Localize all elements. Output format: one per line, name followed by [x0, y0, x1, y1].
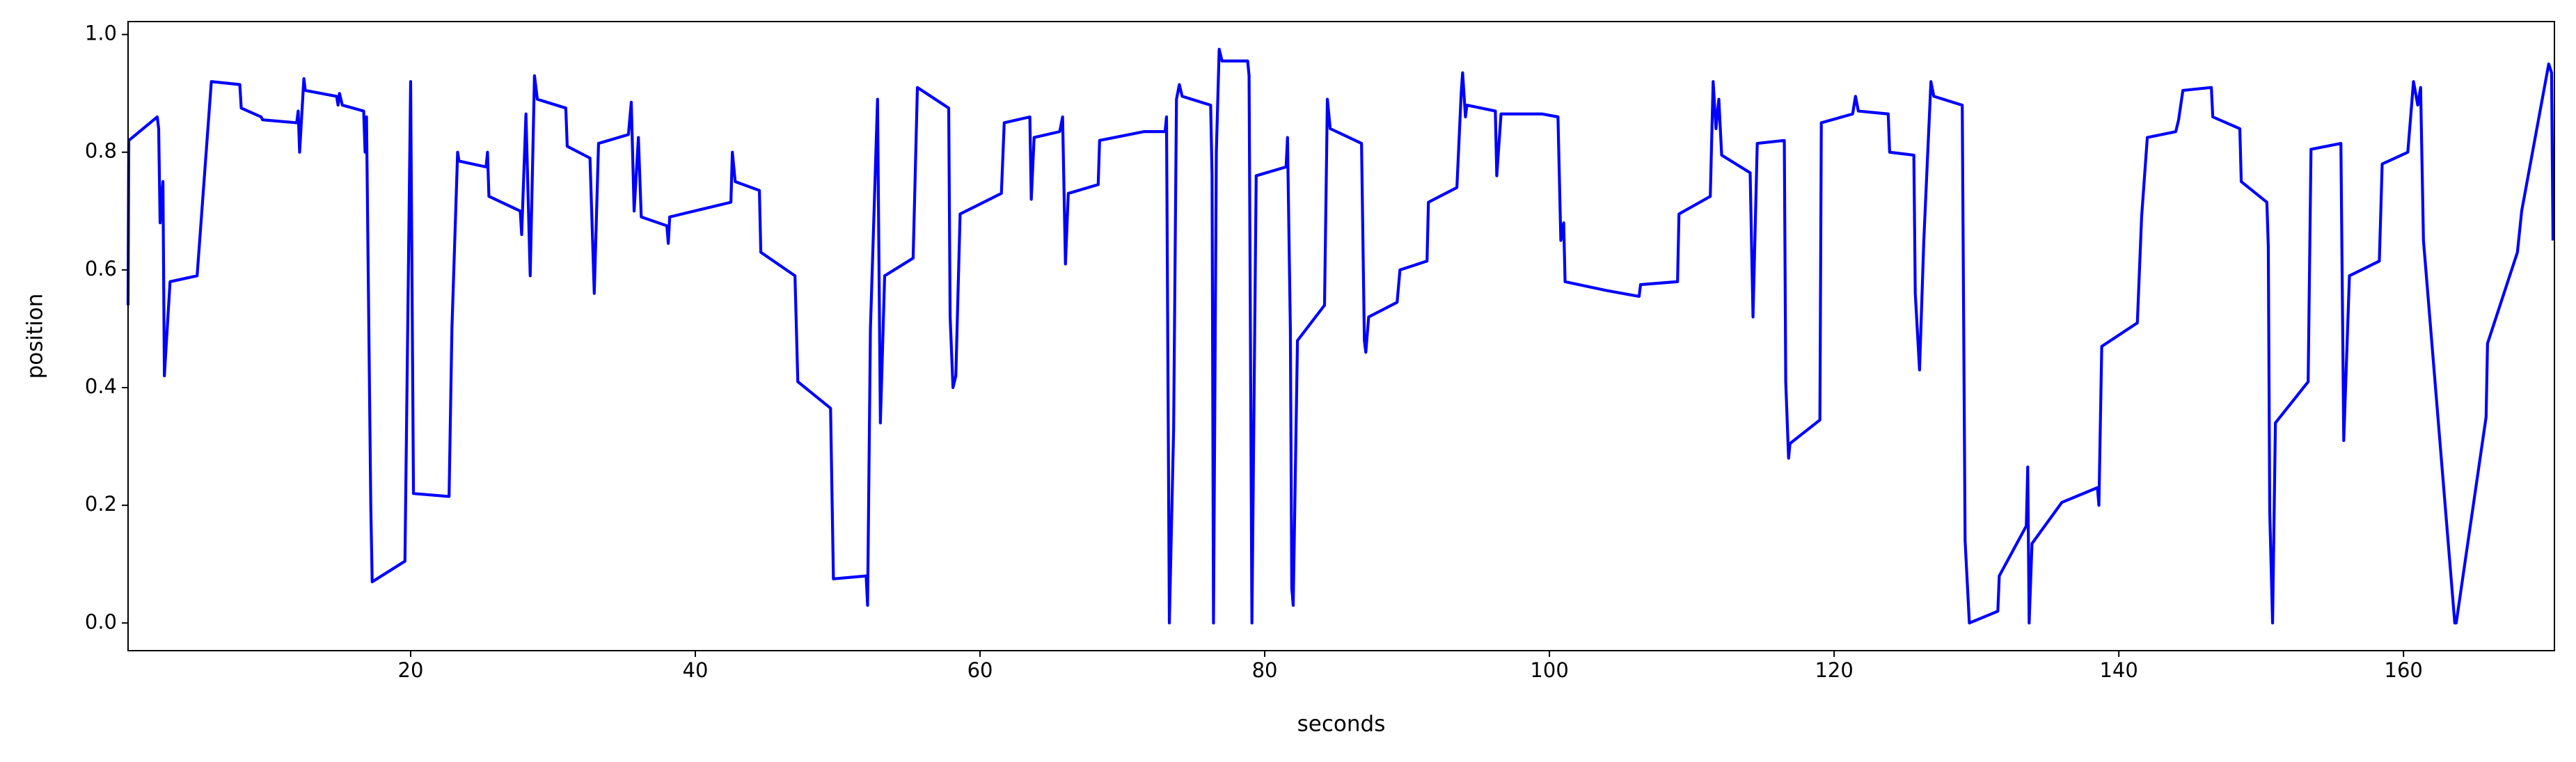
y-tick-label: 1.0 — [85, 22, 117, 45]
y-tick-label: 0.0 — [85, 610, 117, 633]
data-line — [126, 47, 2555, 625]
x-tick-label: 80 — [1252, 658, 1278, 682]
y-tick-label: 0.6 — [85, 257, 117, 280]
x-tick-label: 60 — [967, 658, 993, 682]
y-tick-label: 0.2 — [85, 492, 117, 516]
y-tick-label: 0.8 — [85, 139, 117, 163]
x-tick-label: 160 — [2385, 658, 2423, 682]
x-tick-label: 20 — [398, 658, 424, 682]
x-tick-label: 40 — [683, 658, 709, 682]
y-tick-label: 0.4 — [85, 374, 117, 398]
x-tick-label: 140 — [2099, 658, 2138, 682]
plot-frame — [127, 21, 2555, 651]
x-tick-label: 120 — [1815, 658, 1853, 682]
y-axis-label: position — [23, 294, 48, 379]
x-tick-label: 100 — [1530, 658, 1568, 682]
x-axis-label: seconds — [1297, 712, 1386, 737]
